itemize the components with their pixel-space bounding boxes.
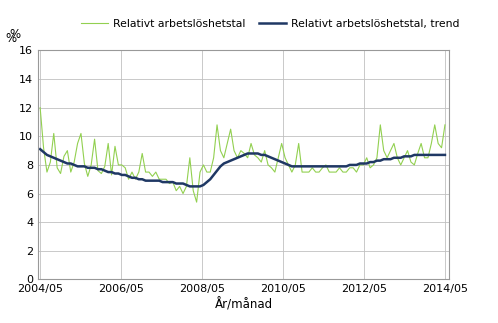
Relativt arbetslöshetstal, trend <box>37 147 43 151</box>
Relativt arbetslöshetstal <box>442 123 448 127</box>
Relativt arbetslöshetstal <box>265 163 271 167</box>
Relativt arbetslöshetstal, trend <box>122 173 128 177</box>
Relativt arbetslöshetstal, trend <box>187 184 193 188</box>
Relativt arbetslöshetstal <box>320 166 326 170</box>
Text: %: % <box>9 28 20 41</box>
X-axis label: År/månad: År/månad <box>215 298 272 312</box>
Relativt arbetslöshetstal, trend <box>432 153 438 157</box>
Relativt arbetslöshetstal <box>37 106 43 109</box>
Relativt arbetslöshetstal <box>194 200 200 204</box>
Relativt arbetslöshetstal, trend <box>361 162 367 165</box>
Relativt arbetslöshetstal <box>122 166 128 170</box>
Relativt arbetslöshetstal, trend <box>265 154 271 158</box>
Relativt arbetslöshetstal <box>361 163 367 167</box>
Legend: Relativt arbetslöshetstal, Relativt arbetslöshetstal, trend: Relativt arbetslöshetstal, Relativt arbe… <box>76 15 464 33</box>
Relativt arbetslöshetstal, trend <box>146 179 152 182</box>
Line: Relativt arbetslöshetstal, trend: Relativt arbetslöshetstal, trend <box>40 149 445 186</box>
Text: %: % <box>5 32 16 45</box>
Line: Relativt arbetslöshetstal: Relativt arbetslöshetstal <box>40 108 445 202</box>
Relativt arbetslöshetstal <box>146 170 152 174</box>
Relativt arbetslöshetstal, trend <box>442 153 448 157</box>
Relativt arbetslöshetstal <box>432 123 438 127</box>
Relativt arbetslöshetstal, trend <box>320 164 326 168</box>
